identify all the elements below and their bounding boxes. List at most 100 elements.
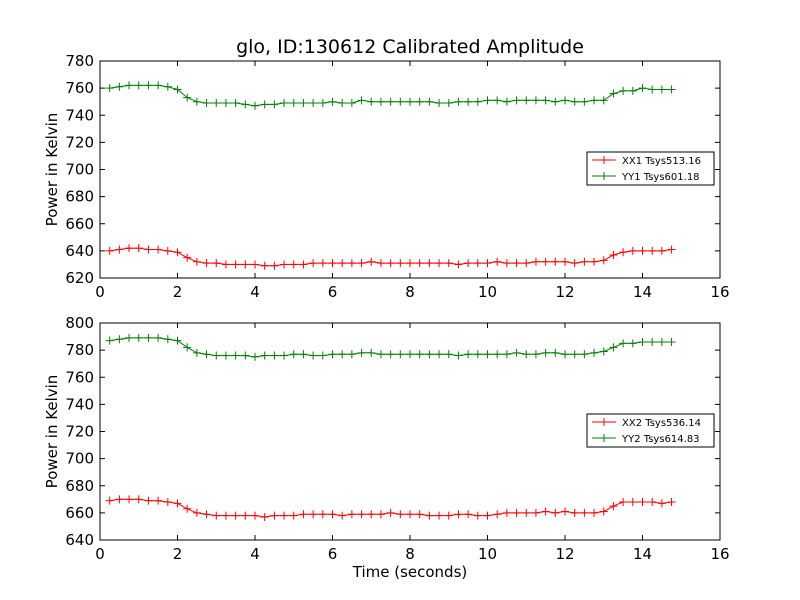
x-tick-label: 8 (405, 283, 415, 301)
data-point (347, 259, 356, 268)
data-point (657, 499, 666, 508)
data-point (192, 508, 201, 517)
y-axis-label-1: Power in Kelvin (43, 113, 61, 227)
data-point (328, 259, 337, 268)
data-point (221, 511, 230, 520)
x-tick-label: 12 (555, 545, 574, 563)
data-point (260, 261, 269, 270)
y-tick-label: 720 (65, 423, 94, 441)
data-point (134, 333, 143, 342)
data-point (406, 350, 414, 359)
data-point (357, 348, 366, 357)
data-point (609, 89, 618, 98)
x-tick-label: 4 (250, 283, 260, 301)
x-axis-label: Time (seconds) (352, 563, 468, 581)
x-tick-label: 16 (710, 545, 729, 563)
data-point (115, 335, 124, 344)
data-point (590, 96, 599, 105)
data-point (483, 350, 492, 359)
data-point (163, 498, 172, 507)
data-point (328, 350, 337, 359)
data-point (231, 351, 240, 360)
y-tick-label: 620 (65, 269, 94, 287)
data-point (270, 261, 279, 270)
data-point (231, 511, 240, 520)
data-point (599, 347, 608, 356)
data-point (367, 510, 376, 519)
data-point (435, 259, 444, 268)
y-tick-label: 660 (65, 215, 94, 233)
legend-box (586, 413, 715, 448)
data-point (212, 351, 221, 360)
data-point (183, 253, 192, 262)
data-point (280, 260, 289, 269)
data-point (493, 96, 502, 105)
data-point (260, 100, 269, 109)
data-point (493, 510, 502, 519)
data-point (522, 508, 531, 517)
data-point (386, 508, 395, 517)
legend-1: XX1 Tsys513.16 YY1 Tsys601.18 (586, 151, 715, 186)
data-point (299, 350, 308, 359)
data-point (648, 498, 657, 507)
data-point (464, 350, 473, 359)
data-point (464, 97, 473, 106)
data-point (202, 510, 211, 519)
data-point (367, 97, 376, 106)
data-point (318, 351, 327, 360)
data-point (638, 246, 647, 255)
data-point (541, 96, 550, 105)
data-point (328, 97, 337, 106)
data-point (386, 350, 395, 359)
data-point (493, 350, 502, 359)
data-point (657, 246, 666, 255)
data-point (667, 85, 676, 94)
y-tick-label: 780 (65, 52, 94, 70)
data-point (367, 348, 376, 357)
data-point (338, 259, 347, 268)
data-point (309, 99, 318, 108)
data-point (551, 508, 560, 517)
data-point (221, 351, 230, 360)
legend-marker (600, 418, 608, 426)
data-point (270, 511, 279, 520)
data-point (425, 511, 434, 520)
data-point (115, 82, 124, 91)
data-point (144, 333, 153, 342)
data-point (338, 511, 347, 520)
data-point (144, 496, 153, 505)
data-point (338, 350, 347, 359)
y-tick-label: 660 (65, 504, 94, 522)
data-point (415, 510, 424, 519)
data-point (396, 350, 405, 359)
legend-entry-label: XX1 Tsys513.16 (622, 156, 701, 167)
data-point (444, 350, 453, 359)
data-point (212, 259, 221, 268)
data-point (541, 348, 550, 357)
data-point (638, 337, 647, 346)
data-point (531, 96, 540, 105)
data-point (464, 510, 473, 519)
data-point (183, 343, 192, 352)
data-point (270, 351, 279, 360)
data-point (251, 101, 259, 110)
data-point (473, 511, 482, 520)
data-point (512, 259, 521, 268)
data-point (309, 259, 318, 268)
data-point (648, 246, 657, 255)
data-point (270, 100, 279, 109)
data-point (105, 84, 114, 93)
data-point (173, 336, 182, 345)
data-point (493, 257, 502, 266)
data-point (386, 259, 395, 268)
x-tick-label: 4 (250, 545, 260, 563)
data-point (309, 510, 318, 519)
data-point (318, 99, 327, 108)
data-point (280, 99, 289, 108)
data-point (144, 245, 153, 254)
data-point (561, 507, 569, 516)
data-point (648, 337, 657, 346)
data-point (251, 352, 259, 361)
data-point (580, 257, 589, 266)
